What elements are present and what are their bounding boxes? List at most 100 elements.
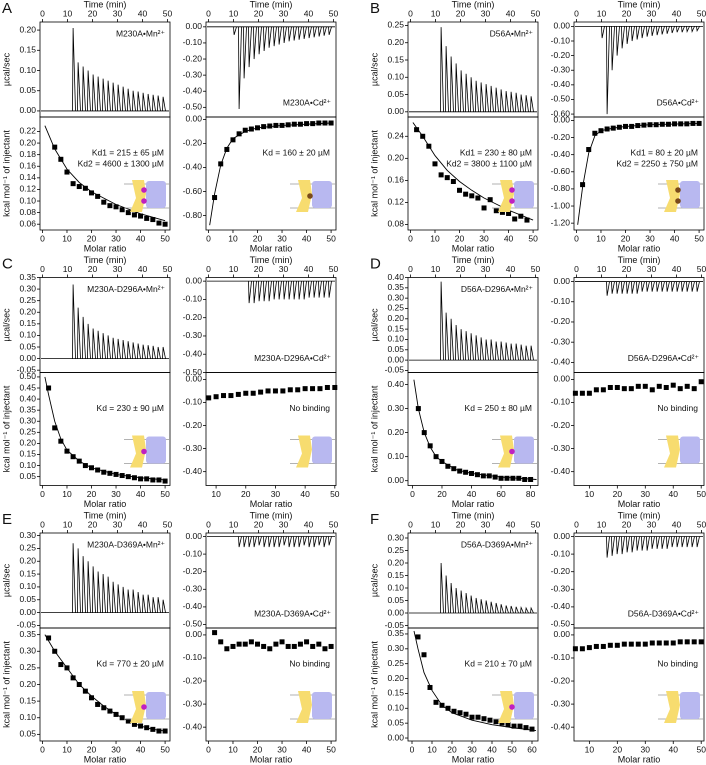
y-tick-label: 0.22	[19, 126, 36, 136]
x-axis-label: Molar ratio	[618, 243, 661, 253]
x-tick-label: 50	[160, 489, 170, 499]
data-point	[600, 387, 606, 393]
x-tick-label: 10	[431, 519, 441, 529]
sample-label: D56A•Cd²⁺	[657, 97, 700, 107]
data-point	[113, 471, 119, 477]
injection-peak	[671, 536, 675, 548]
y-tick-label: 0.20	[19, 438, 36, 448]
y-axis-label: kcal mol⁻¹ of injectant	[369, 641, 379, 728]
y-tick-label: -0.50	[183, 367, 203, 377]
x-tick-label: 40	[136, 489, 146, 499]
data-point	[82, 185, 88, 191]
data-point	[439, 702, 445, 708]
y-tick-label: 0.20	[19, 555, 36, 565]
injection-peak	[157, 95, 161, 111]
data-point	[444, 175, 450, 181]
injection-peak	[661, 26, 665, 35]
data-point	[593, 643, 599, 649]
y-tick-label: -0.30	[551, 584, 571, 594]
x-tick-label: 50	[531, 519, 541, 529]
x-tick-label: 50	[697, 519, 706, 529]
injection-peak	[656, 281, 660, 292]
y-tick-label: 0.20	[19, 137, 36, 147]
icon-partner	[146, 692, 166, 719]
injection-peak	[102, 574, 106, 613]
data-point	[414, 127, 420, 133]
data-point	[579, 390, 585, 396]
data-point	[279, 639, 285, 645]
data-point	[504, 475, 510, 481]
x-tick-label: 20	[456, 264, 466, 274]
y-tick-label: 0.35	[19, 272, 36, 282]
x-tick-label: 40	[136, 744, 146, 754]
injection-peak	[460, 590, 464, 614]
data-point	[628, 641, 634, 647]
icon-ion	[675, 198, 681, 204]
injection-peak	[641, 26, 645, 39]
fit-curve	[413, 379, 537, 480]
data-point	[511, 723, 517, 729]
injection-peak	[520, 344, 524, 361]
data-point	[445, 705, 451, 711]
injection-peak	[666, 26, 670, 34]
injection-peak	[87, 323, 91, 359]
injection-peak	[243, 26, 247, 79]
injection-peak	[636, 281, 640, 294]
x-tick-label: 30	[111, 489, 121, 499]
data-point	[451, 466, 457, 472]
y-tick-label: -0.30	[551, 64, 571, 74]
injection-peak	[651, 536, 655, 549]
y-tick-label: -0.60	[551, 166, 571, 176]
y-tick-label: -0.10	[551, 652, 571, 662]
x-tick-label: 30	[111, 744, 121, 754]
injection-peak	[515, 606, 519, 614]
x-axis-label: Time (min)	[250, 255, 293, 265]
x-tick-label: 30	[647, 264, 657, 274]
injection-peak	[137, 592, 141, 613]
injection-peak	[465, 73, 469, 112]
injection-peak	[656, 26, 660, 36]
y-tick-label: 0.15	[19, 318, 36, 328]
data-point	[267, 123, 273, 129]
injection-peak	[293, 26, 297, 41]
annotation: Kd1 = 80 ± 20 µM	[631, 147, 698, 157]
data-point	[76, 458, 82, 464]
injection-peak	[500, 89, 504, 112]
y-tick-label: -0.05	[17, 364, 37, 374]
data-point	[600, 643, 606, 649]
x-tick-label: 40	[669, 489, 679, 499]
y-tick-label: -0.40	[183, 601, 203, 611]
data-point	[487, 717, 493, 723]
injection-peak	[505, 342, 509, 361]
injection-peak	[263, 26, 267, 52]
injection-peak	[510, 91, 514, 112]
y-tick-label: 0.15	[19, 449, 36, 459]
injection-peak	[298, 26, 302, 40]
sample-label: M230A-D296A•Mn²⁺	[87, 284, 165, 294]
y-tick-label: -0.10	[551, 296, 571, 306]
data-point	[138, 476, 144, 482]
injection-peak	[112, 581, 116, 613]
injection-peak	[455, 63, 459, 112]
y-tick-label: 0.10	[387, 334, 404, 344]
y-tick-label: -0.20	[551, 420, 571, 430]
data-point	[690, 120, 696, 126]
injection-peak	[606, 536, 610, 558]
data-point	[304, 121, 310, 127]
y-tick-label: 0.50	[19, 371, 36, 381]
data-point	[506, 210, 512, 216]
data-point	[101, 469, 107, 475]
y-tick-label: 0.15	[19, 568, 36, 578]
injection-peak	[530, 606, 534, 614]
injection-peak	[470, 77, 474, 112]
y-tick-label: -0.40	[183, 162, 203, 172]
y-tick-label: -0.10	[183, 548, 203, 558]
x-tick-label: 10	[62, 744, 72, 754]
injection-peak	[530, 345, 534, 361]
injection-peak	[696, 281, 700, 292]
data-point	[310, 121, 316, 127]
annotation: No binding	[289, 403, 330, 413]
y-tick-label: 0.00	[553, 629, 570, 639]
x-tick-label: 0	[408, 8, 413, 18]
data-point	[119, 473, 125, 479]
